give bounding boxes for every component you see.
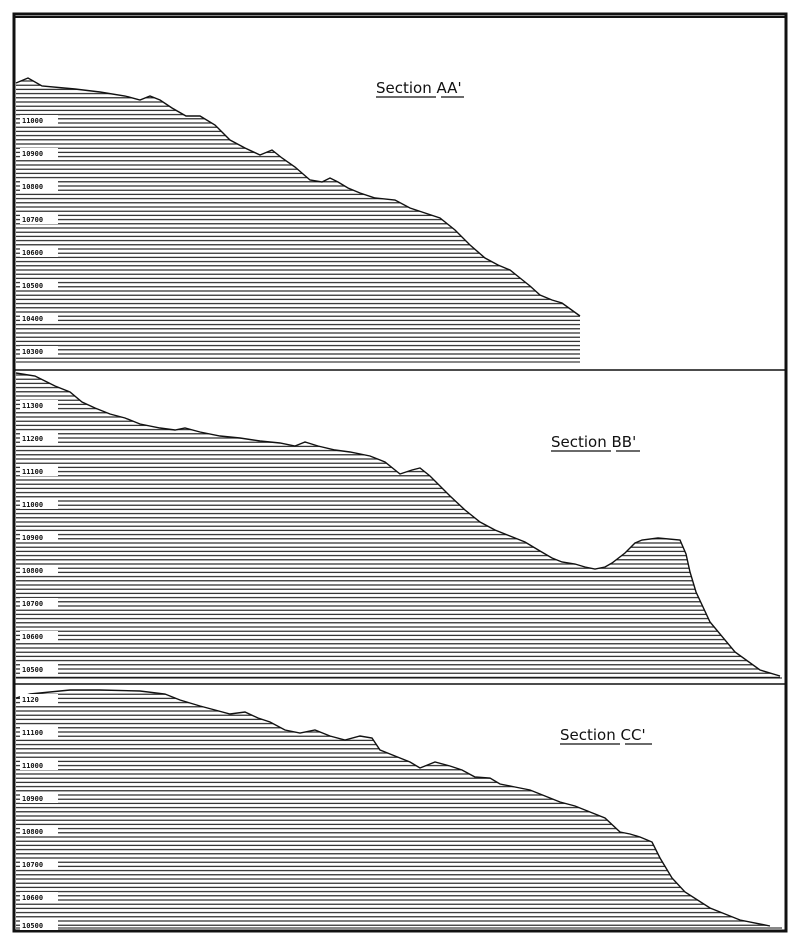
- section-bb-title: Section BB': [551, 433, 636, 451]
- elevation-label: 11300: [22, 402, 43, 410]
- elevation-label: 11000: [22, 762, 43, 770]
- elevation-label: 10900: [22, 795, 43, 803]
- elevation-label: 10900: [22, 534, 43, 542]
- section-aa-profile-line: [15, 77, 581, 317]
- elevation-label: 11000: [22, 501, 43, 509]
- section-bb-panel: 11300 11200 11100 11000 10900 10800 1070…: [15, 372, 782, 679]
- elevation-label: 10300: [22, 348, 43, 356]
- elevation-label: 1120: [22, 696, 39, 704]
- section-cc-elevation-axis: 1120 11100 11000 10900 10800 10700 10600…: [20, 694, 58, 930]
- elevation-label: 11100: [22, 468, 43, 476]
- elevation-label: 10800: [22, 183, 43, 191]
- section-aa-profile-fill: [16, 78, 580, 362]
- elevation-label: 10600: [22, 894, 43, 902]
- elevation-label: 10900: [22, 150, 43, 158]
- elevation-label: 10400: [22, 315, 43, 323]
- section-aa-elevation-axis: 11000 10900 10800 10700 10600 10500 1040…: [20, 115, 58, 356]
- elevation-label: 10800: [22, 828, 43, 836]
- elevation-label: 10700: [22, 861, 43, 869]
- elevation-label: 11100: [22, 729, 43, 737]
- section-cc-title: Section CC': [560, 726, 646, 744]
- elevation-label: 11000: [22, 117, 43, 125]
- section-cc-profile-line: [15, 689, 771, 927]
- section-bb-profile-line: [15, 372, 781, 677]
- elevation-label: 10600: [22, 633, 43, 641]
- elevation-label: 10800: [22, 567, 43, 575]
- elevation-label: 10600: [22, 249, 43, 257]
- elevation-label: 10700: [22, 216, 43, 224]
- section-cc-panel: 1120 11100 11000 10900 10800 10700 10600…: [15, 689, 782, 930]
- section-cc-profile-fill: [16, 690, 770, 928]
- section-aa-panel: 11000 10900 10800 10700 10600 10500 1040…: [15, 77, 581, 363]
- section-aa-title: Section AA': [376, 79, 462, 97]
- elevation-label: 10500: [22, 922, 43, 930]
- elevation-label: 10500: [22, 666, 43, 674]
- elevation-label: 11200: [22, 435, 43, 443]
- elevation-label: 10500: [22, 282, 43, 290]
- section-bb-elevation-axis: 11300 11200 11100 11000 10900 10800 1070…: [20, 400, 58, 674]
- section-bb-profile-fill: [16, 373, 780, 678]
- elevation-label: 10700: [22, 600, 43, 608]
